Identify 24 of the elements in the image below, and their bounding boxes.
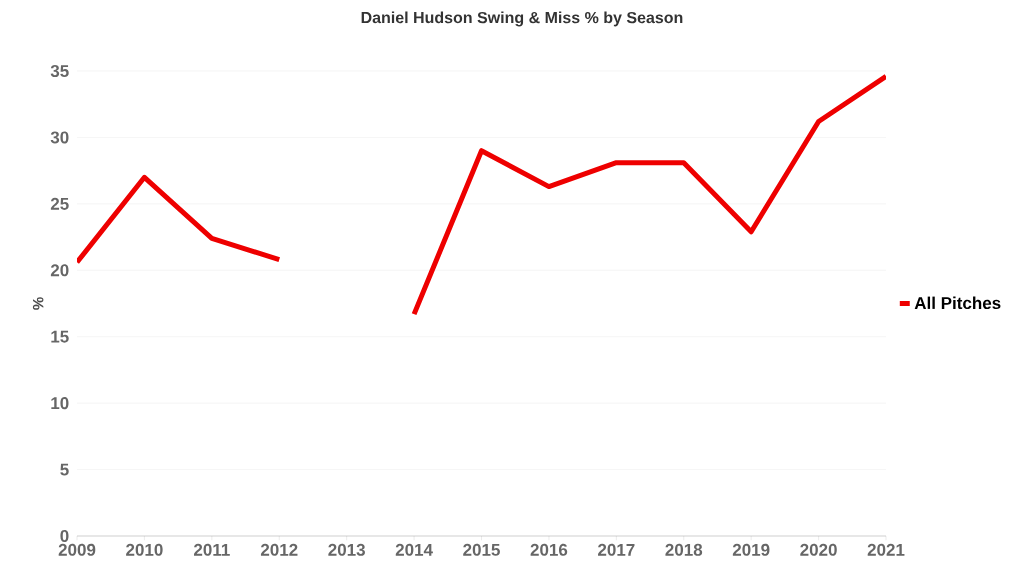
x-tick-label: 2013: [328, 543, 365, 556]
x-tick-label: 2020: [800, 543, 837, 556]
y-tick-label: 15: [51, 330, 69, 343]
y-tick-label: 30: [50, 131, 69, 144]
y-tick-label: 0: [60, 529, 69, 543]
x-tick-label: 2012: [260, 543, 298, 556]
x-tick-label: 2015: [463, 543, 500, 556]
y-tick-label: 10: [51, 397, 69, 410]
x-tick-label: 2016: [530, 543, 568, 556]
y-axis-title: %: [32, 297, 44, 310]
x-tick-label: 2017: [598, 543, 635, 556]
x-tick-label: 2021: [867, 543, 905, 556]
x-tick-label: 2014: [395, 543, 433, 556]
legend-label: All Pitches: [914, 296, 1001, 310]
y-tick-label: 25: [50, 197, 69, 210]
x-tick-label: 2009: [58, 543, 96, 556]
x-tick-label: 2018: [665, 543, 703, 556]
y-tick-label: 5: [60, 463, 69, 476]
y-tick-label: 35: [50, 64, 69, 78]
x-tick-label: 2010: [126, 543, 163, 556]
x-tick-label: 2011: [193, 543, 230, 556]
x-tick-label: 2019: [732, 543, 770, 556]
y-tick-label: 20: [50, 264, 69, 277]
chart-title: Daniel Hudson Swing & Miss % by Season: [361, 11, 683, 27]
